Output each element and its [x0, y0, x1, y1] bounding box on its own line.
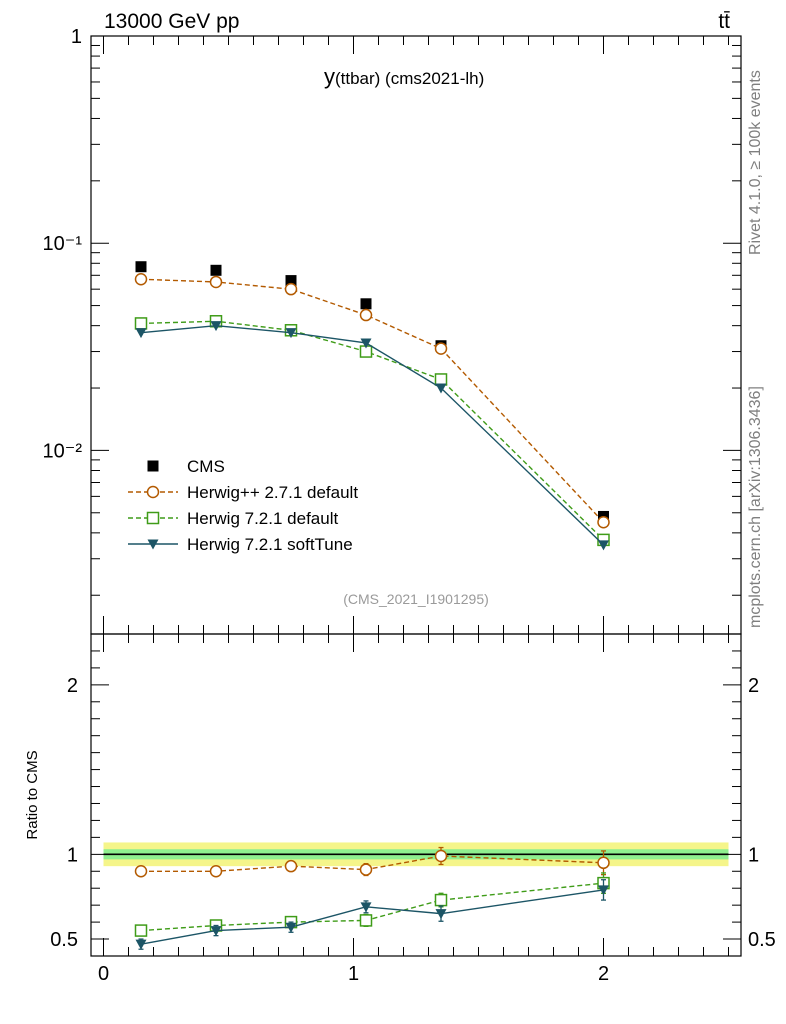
x-tick-label: 1	[348, 963, 359, 985]
ratio-frame	[90, 633, 742, 957]
ratio-y-tick-labels: 0.5 0.5 1 1 2 2	[50, 675, 776, 951]
ratio-point	[598, 885, 609, 896]
x-tick-label: 0	[98, 963, 109, 985]
plot-title: y(ttbar) (cms2021-lh)	[324, 64, 484, 89]
legend-item: CMS	[147, 457, 225, 476]
ratio-y-axis-label: Ratio to CMS	[24, 750, 41, 839]
ratio-point	[359, 863, 373, 876]
y-tick-label: 10⁻¹	[43, 233, 83, 255]
data-point	[434, 342, 448, 355]
data-point	[360, 298, 372, 310]
source-label: mcplots.cern.ch [arXiv:1306.3436]	[747, 386, 764, 628]
data-point	[209, 275, 223, 289]
analysis-label: (CMS_2021_I1901295)	[343, 591, 489, 607]
x-tick-labels: 0 1 2	[98, 963, 609, 985]
data-point	[598, 540, 609, 551]
legend-marker	[147, 539, 159, 550]
data-point	[284, 282, 298, 296]
data-point	[285, 328, 297, 339]
ratio-series	[103, 846, 729, 950]
data-point	[134, 317, 148, 330]
data-point	[597, 516, 610, 529]
data-point	[359, 308, 373, 322]
ratio-point	[285, 922, 297, 933]
ratio-point	[134, 865, 148, 878]
ratio-point	[135, 939, 147, 950]
rivet-label: Rivet 4.1.0, ≥ 100k events	[747, 70, 764, 255]
ratio-y-tick-label-left: 2	[67, 675, 78, 697]
ratio-series-herwig-7-2-1-softtune	[135, 879, 609, 950]
ratio-point	[434, 849, 448, 863]
ratio-series-herwig-2-7-1-default	[134, 846, 610, 878]
x-tick-label: 2	[598, 963, 609, 985]
legend-item: Herwig++ 2.7.1 default	[128, 483, 358, 502]
ratio-y-tick-label-right: 2	[748, 675, 759, 697]
ratio-y-tick-label-right: 0.5	[748, 929, 776, 951]
data-point	[210, 321, 222, 332]
series-line	[140, 320, 604, 541]
ratio-point	[210, 926, 222, 937]
legend: CMS Herwig++ 2.7.1 default Herwig 7.2.1 de…	[128, 457, 358, 554]
data-point	[135, 261, 147, 273]
ratio-point	[434, 893, 448, 907]
main-y-ticks	[91, 35, 741, 596]
data-point	[285, 275, 297, 287]
data-point	[135, 328, 147, 339]
main-series	[134, 261, 610, 551]
ratio-point	[435, 909, 447, 920]
legend-label: Herwig 7.2.1 default	[187, 509, 338, 528]
legend-item: Herwig 7.2.1 default	[128, 509, 338, 528]
series-herwig-2-7-1-default	[134, 272, 610, 529]
ratio-point	[209, 865, 223, 878]
ratio-point	[360, 902, 372, 913]
x-ticks	[103, 36, 729, 956]
ratio-point	[359, 914, 373, 927]
data-point	[435, 383, 447, 394]
ratio-y-ticks	[91, 633, 741, 957]
y-tick-label: 10⁻²	[43, 440, 83, 462]
main-y-tick-labels: 1 10⁻¹ 10⁻²	[43, 26, 83, 462]
y-tick-label: 1	[71, 26, 82, 48]
energy-label: 13000 GeV pp	[104, 10, 239, 33]
process-label: tt̄	[718, 10, 730, 33]
ratio-series-line	[141, 855, 604, 872]
ratio-point	[134, 924, 148, 937]
series-herwig-7-2-1-softtune	[135, 321, 609, 551]
plot-title-main: y	[324, 64, 335, 89]
legend-item: Herwig 7.2.1 softTune	[128, 535, 353, 554]
legend-marker	[146, 485, 160, 499]
series-line	[140, 324, 604, 546]
plot-title-sub: (ttbar) (cms2021-lh)	[335, 69, 484, 88]
data-point	[434, 373, 448, 386]
data-point	[210, 264, 222, 276]
ratio-y-tick-label-left: 0.5	[50, 929, 78, 951]
legend-label: CMS	[187, 457, 225, 476]
ratio-series-line	[140, 889, 604, 945]
ratio-y-tick-label-right: 1	[748, 844, 759, 866]
ratio-y-tick-label-left: 1	[67, 844, 78, 866]
ratio-series-line	[140, 882, 604, 932]
legend-label: Herwig++ 2.7.1 default	[187, 483, 358, 502]
ratio-point	[284, 859, 298, 873]
ratio-point	[597, 856, 610, 870]
ratio-series-herwig-7-2-1-default	[134, 872, 610, 937]
data-point	[134, 272, 148, 286]
main-panel: 1 10⁻¹ 10⁻² y(ttbar) (cms2021-lh) (CMS_202…	[43, 26, 742, 635]
ratio-panel: 0.5 0.5 1 1 2 2 Ratio to CMS	[24, 633, 776, 957]
legend-marker	[147, 460, 159, 472]
data-point	[360, 338, 372, 349]
legend-marker	[146, 511, 160, 525]
legend-label: Herwig 7.2.1 softTune	[187, 535, 353, 554]
